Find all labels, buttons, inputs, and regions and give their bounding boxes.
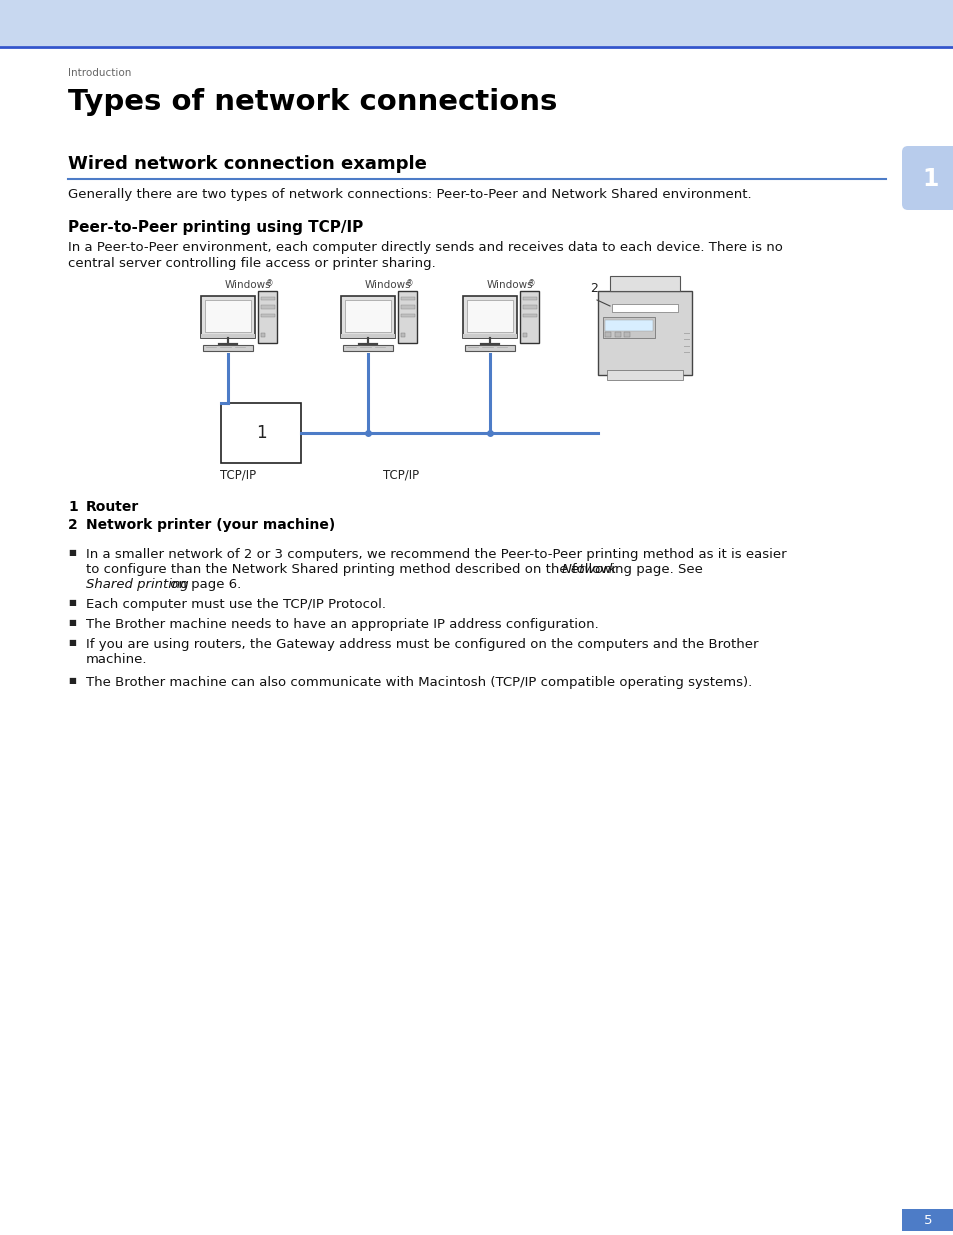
- Bar: [203, 346, 253, 351]
- Bar: [258, 290, 277, 343]
- Text: Network printer (your machine): Network printer (your machine): [86, 517, 335, 532]
- Bar: [901, 1209, 953, 1231]
- Bar: [522, 298, 537, 300]
- Text: Windows: Windows: [225, 280, 272, 290]
- Text: Windows: Windows: [486, 280, 533, 290]
- Text: 2: 2: [589, 282, 598, 295]
- Text: central server controlling file access or printer sharing.: central server controlling file access o…: [68, 257, 436, 270]
- Text: ®: ®: [266, 279, 274, 288]
- Bar: [400, 314, 415, 317]
- Bar: [602, 317, 655, 338]
- Text: Introduction: Introduction: [68, 68, 132, 78]
- Text: ■: ■: [68, 598, 76, 606]
- Text: machine.: machine.: [86, 653, 148, 666]
- Text: ■: ■: [68, 676, 76, 685]
- Bar: [400, 305, 415, 309]
- Bar: [522, 332, 526, 337]
- Bar: [200, 333, 255, 338]
- Text: ■: ■: [68, 618, 76, 627]
- Text: Types of network connections: Types of network connections: [68, 88, 557, 116]
- Bar: [611, 304, 678, 312]
- Bar: [205, 300, 251, 332]
- Text: ■: ■: [68, 638, 76, 647]
- Bar: [340, 296, 395, 338]
- Text: ®: ®: [406, 279, 413, 288]
- Text: 1: 1: [922, 167, 938, 191]
- Text: Wired network connection example: Wired network connection example: [68, 156, 426, 173]
- Text: Each computer must use the TCP/IP Protocol.: Each computer must use the TCP/IP Protoc…: [86, 598, 386, 611]
- Bar: [623, 332, 630, 337]
- Text: ■: ■: [68, 548, 76, 557]
- Bar: [260, 298, 275, 300]
- Text: TCP/IP: TCP/IP: [382, 468, 418, 480]
- Bar: [221, 403, 301, 463]
- Bar: [400, 298, 415, 300]
- Bar: [465, 346, 514, 351]
- Bar: [260, 332, 265, 337]
- Bar: [522, 314, 537, 317]
- Bar: [398, 290, 416, 343]
- Bar: [200, 296, 255, 338]
- Text: ®: ®: [527, 279, 535, 288]
- Text: Generally there are two types of network connections: Peer-to-Peer and Network S: Generally there are two types of network…: [68, 188, 751, 201]
- Text: If you are using routers, the Gateway address must be configured on the computer: If you are using routers, the Gateway ad…: [86, 638, 758, 651]
- Bar: [598, 291, 692, 375]
- Bar: [260, 305, 275, 309]
- Bar: [462, 333, 517, 338]
- Text: The Brother machine needs to have an appropriate IP address configuration.: The Brother machine needs to have an app…: [86, 618, 598, 631]
- Text: The Brother machine can also communicate with Macintosh (TCP/IP compatible opera: The Brother machine can also communicate…: [86, 676, 752, 689]
- Text: 1: 1: [68, 500, 77, 514]
- Bar: [520, 290, 538, 343]
- Text: In a Peer-to-Peer environment, each computer directly sends and receives data to: In a Peer-to-Peer environment, each comp…: [68, 241, 782, 254]
- Bar: [345, 300, 391, 332]
- Bar: [466, 300, 513, 332]
- Text: TCP/IP: TCP/IP: [220, 468, 255, 480]
- Bar: [340, 333, 395, 338]
- Bar: [400, 332, 404, 337]
- Bar: [0, 0, 953, 46]
- Bar: [260, 314, 275, 317]
- FancyBboxPatch shape: [901, 146, 953, 210]
- Bar: [606, 369, 682, 380]
- Text: Router: Router: [86, 500, 139, 514]
- Text: Windows: Windows: [365, 280, 411, 290]
- Text: to configure than the Network Shared printing method described on the following : to configure than the Network Shared pri…: [86, 563, 706, 576]
- Text: In a smaller network of 2 or 3 computers, we recommend the Peer-to-Peer printing: In a smaller network of 2 or 3 computers…: [86, 548, 786, 561]
- Bar: [614, 332, 620, 337]
- Text: Network: Network: [561, 563, 617, 576]
- Bar: [343, 346, 392, 351]
- Text: on page 6.: on page 6.: [166, 578, 241, 592]
- Text: Peer-to-Peer printing using TCP/IP: Peer-to-Peer printing using TCP/IP: [68, 220, 363, 235]
- Text: 5: 5: [923, 1214, 931, 1226]
- Bar: [604, 320, 652, 331]
- Bar: [609, 277, 679, 291]
- Bar: [462, 296, 517, 338]
- Text: 2: 2: [68, 517, 77, 532]
- Bar: [604, 332, 611, 337]
- Text: Shared printing: Shared printing: [86, 578, 189, 592]
- Bar: [522, 305, 537, 309]
- Text: 1: 1: [255, 424, 266, 442]
